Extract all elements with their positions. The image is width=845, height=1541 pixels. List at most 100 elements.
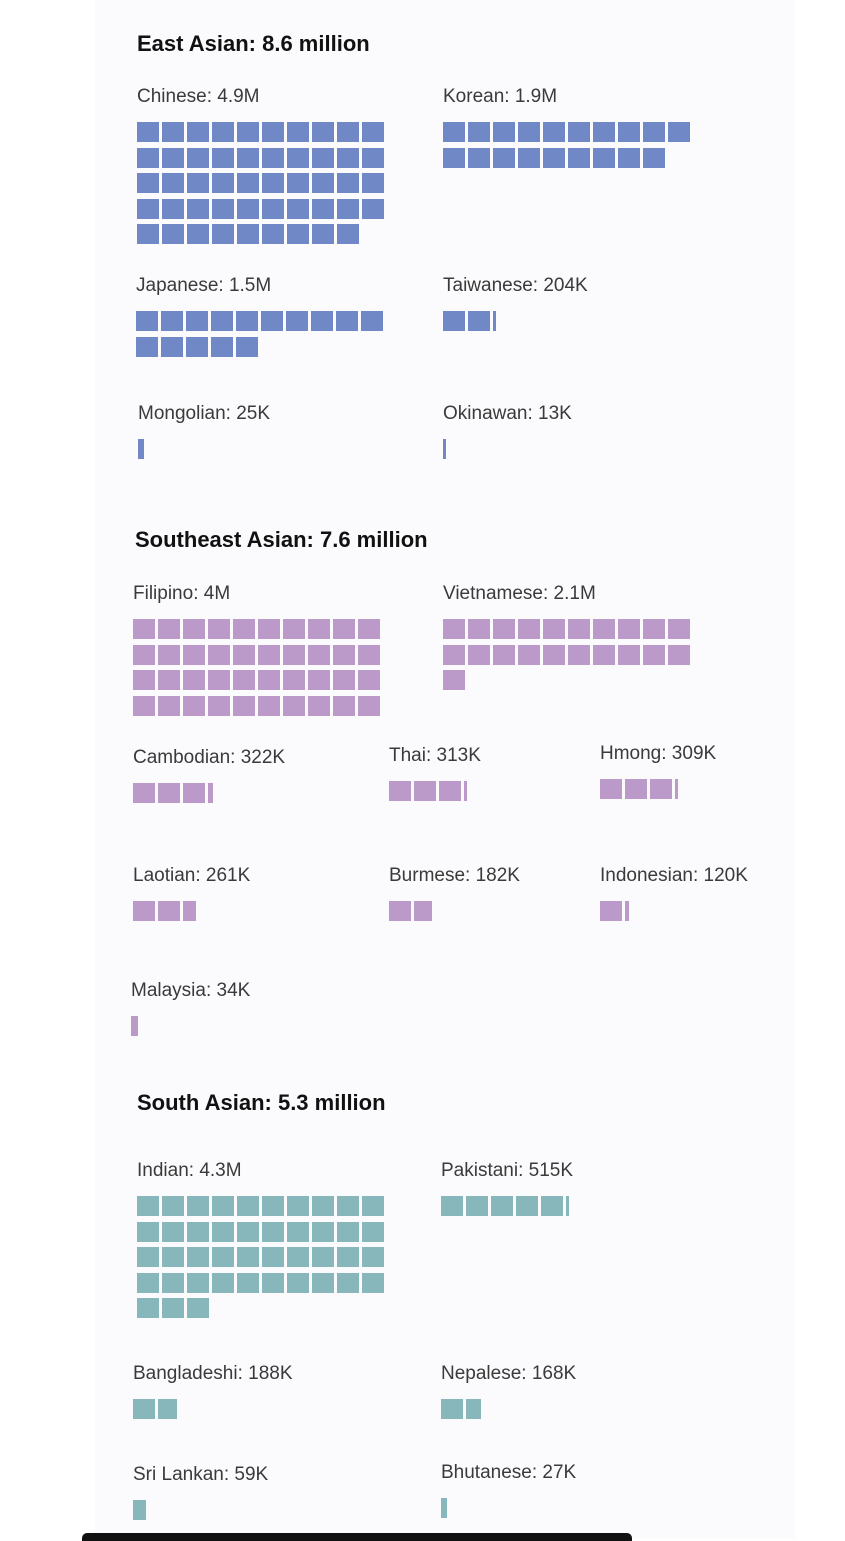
- waffle-square: [183, 670, 205, 690]
- waffle-square: [262, 122, 284, 142]
- waffle-square: [236, 311, 258, 331]
- waffle-square: [312, 224, 334, 244]
- waffle-square: [183, 695, 205, 716]
- waffle-square: [362, 1247, 384, 1267]
- waffle-square: [161, 336, 183, 357]
- waffle-square: [158, 644, 180, 665]
- waffle-square: [600, 901, 622, 921]
- waffle-square: [389, 901, 411, 921]
- group-label: Korean: 1.9M: [443, 86, 558, 107]
- waffle-grid: [133, 901, 383, 927]
- waffle-square: [312, 1272, 334, 1293]
- group-label: Pakistani: 515K: [441, 1160, 574, 1181]
- waffle-square: [236, 336, 258, 357]
- waffle-square: [312, 1221, 334, 1242]
- waffle-square: [162, 1221, 184, 1242]
- waffle-square: [212, 1196, 234, 1216]
- waffle-group-southeast-4: Hmong: 309K: [600, 743, 845, 805]
- waffle-square: [237, 1196, 259, 1216]
- waffle-square: [543, 122, 565, 142]
- waffle-grid: [389, 901, 639, 927]
- waffle-square: [187, 1272, 209, 1293]
- waffle-group-east-4: Mongolian: 25K: [138, 403, 388, 465]
- waffle-grid: [137, 122, 387, 250]
- waffle-square: [211, 311, 233, 331]
- waffle-square: [162, 147, 184, 168]
- waffle-square: [162, 1196, 184, 1216]
- group-label: Indian: 4.3M: [137, 1160, 242, 1181]
- waffle-square: [443, 619, 465, 639]
- waffle-square: [643, 147, 665, 168]
- waffle-square: [618, 122, 640, 142]
- waffle-square: [337, 122, 359, 142]
- waffle-square: [133, 783, 155, 803]
- waffle-group-south-2: Bangladeshi: 188K: [133, 1363, 383, 1425]
- waffle-group-east-0: Chinese: 4.9M: [137, 86, 387, 250]
- waffle-square: [262, 198, 284, 219]
- waffle-square: [237, 173, 259, 193]
- waffle-square: [212, 1272, 234, 1293]
- waffle-square: [258, 670, 280, 690]
- waffle-square: [362, 1196, 384, 1216]
- waffle-square: [337, 147, 359, 168]
- waffle-square: [233, 619, 255, 639]
- waffle-square: [337, 1221, 359, 1242]
- waffle-square: [286, 311, 308, 331]
- waffle-square: [443, 122, 465, 142]
- waffle-grid: [441, 1399, 691, 1425]
- waffle-square: [212, 198, 234, 219]
- waffle-square: [337, 198, 359, 219]
- waffle-square: [593, 147, 615, 168]
- waffle-square: [158, 783, 180, 803]
- waffle-square: [187, 198, 209, 219]
- waffle-grid: [441, 1498, 691, 1524]
- waffle-square: [187, 1298, 209, 1318]
- waffle-square: [518, 619, 540, 639]
- waffle-group-south-5: Bhutanese: 27K: [441, 1462, 691, 1524]
- waffle-square: [212, 1221, 234, 1242]
- waffle-square: [466, 1196, 488, 1216]
- home-indicator[interactable]: [82, 1533, 632, 1541]
- waffle-square: [308, 695, 330, 716]
- waffle-square: [518, 147, 540, 168]
- waffle-square: [162, 198, 184, 219]
- waffle-group-south-3: Nepalese: 168K: [441, 1363, 691, 1425]
- waffle-square: [283, 695, 305, 716]
- waffle-square: [333, 695, 355, 716]
- waffle-square: [650, 779, 672, 799]
- waffle-square: [675, 779, 678, 799]
- group-label: Chinese: 4.9M: [137, 86, 260, 107]
- waffle-square: [262, 1221, 284, 1242]
- waffle-square: [136, 336, 158, 357]
- waffle-square: [568, 619, 590, 639]
- waffle-square: [287, 1247, 309, 1267]
- waffle-square: [262, 1247, 284, 1267]
- waffle-square: [358, 695, 380, 716]
- waffle-square: [258, 644, 280, 665]
- waffle-square: [131, 1016, 138, 1036]
- waffle-group-east-3: Taiwanese: 204K: [443, 275, 693, 337]
- waffle-group-east-1: Korean: 1.9M: [443, 86, 693, 173]
- waffle-square: [312, 1196, 334, 1216]
- waffle-square: [543, 619, 565, 639]
- waffle-square: [668, 122, 690, 142]
- waffle-square: [133, 670, 155, 690]
- waffle-grid: [441, 1196, 691, 1222]
- waffle-group-southeast-6: Burmese: 182K: [389, 865, 639, 927]
- group-label: Thai: 313K: [389, 745, 481, 766]
- waffle-square: [262, 1196, 284, 1216]
- waffle-group-southeast-7: Indonesian: 120K: [600, 865, 845, 927]
- waffle-square: [183, 644, 205, 665]
- waffle-square: [543, 644, 565, 665]
- waffle-square: [443, 311, 465, 331]
- waffle-square: [389, 781, 411, 801]
- waffle-square: [443, 147, 465, 168]
- waffle-square: [543, 147, 565, 168]
- group-label: Malaysia: 34K: [131, 980, 251, 1001]
- waffle-square: [518, 122, 540, 142]
- waffle-square: [187, 173, 209, 193]
- waffle-square: [443, 644, 465, 665]
- group-label: Vietnamese: 2.1M: [443, 583, 596, 604]
- waffle-square: [312, 198, 334, 219]
- waffle-square: [283, 670, 305, 690]
